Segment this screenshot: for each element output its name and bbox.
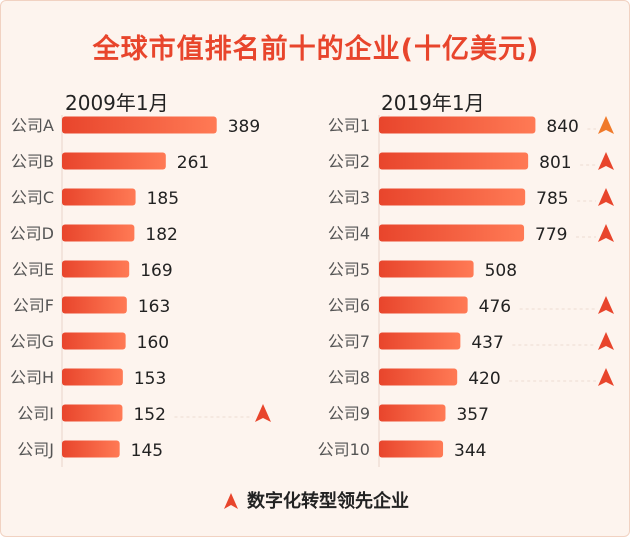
leader-marker-icon [255,404,271,422]
bar [62,404,123,422]
bar [62,116,217,134]
value-label: 785 [536,189,568,209]
bar [62,260,130,278]
legend: 数字化转型领先企业 [1,487,630,513]
value-label: 145 [131,441,163,461]
category-label: 公司2 [328,152,370,171]
leader-marker-icon [224,493,238,509]
category-label: 公司7 [328,332,370,351]
category-label: 公司6 [328,296,370,315]
category-label: 公司F [13,296,54,315]
bar [62,368,123,386]
panel-title-2009: 2009年1月 [65,91,169,115]
bar [379,260,474,278]
value-label: 420 [468,369,500,389]
category-label: 公司E [12,260,54,279]
bar [62,440,120,458]
bar [62,332,126,350]
leader-marker-icon [598,152,614,170]
bar [379,116,536,134]
leader-marker-icon [598,224,614,242]
bar [379,332,461,350]
value-label: 185 [147,189,179,209]
bar [62,224,135,242]
value-label: 801 [539,153,571,173]
bar [379,188,526,206]
legend-label: 数字化转型领先企业 [247,491,409,512]
value-label: 261 [177,153,209,173]
bar [379,152,529,170]
value-label: 779 [535,225,567,245]
bar [379,404,446,422]
panel-title-2019: 2019年1月 [381,91,485,115]
value-label: 169 [140,261,172,281]
category-label: 公司3 [328,188,370,207]
value-label: 508 [485,261,517,281]
category-label: 公司9 [328,404,370,423]
category-label: 公司G [10,332,54,351]
category-label: 公司1 [328,116,370,135]
value-label: 163 [138,297,170,317]
leader-marker-icon [598,332,614,350]
bar [62,188,136,206]
value-label: 152 [133,405,165,425]
value-label: 840 [546,117,578,137]
leader-marker-icon [598,188,614,206]
category-label: 公司B [11,152,54,171]
value-label: 357 [456,405,488,425]
category-label: 公司C [11,188,54,207]
leader-marker-icon [598,296,614,314]
bar [62,152,166,170]
category-label: 公司A [11,116,54,135]
category-label: 公司H [10,368,54,387]
category-label: 公司D [10,224,54,243]
bar [62,296,127,314]
category-label: 公司5 [328,260,370,279]
value-label: 153 [134,369,166,389]
bar [379,440,444,458]
category-label: 公司4 [328,224,370,243]
bar [379,224,525,242]
value-label: 389 [228,117,260,137]
value-label: 476 [479,297,511,317]
value-label: 160 [137,333,169,353]
category-label: 公司10 [318,440,370,459]
bar [379,368,458,386]
bar [379,296,468,314]
leader-marker-icon [598,368,614,386]
category-label: 公司8 [328,368,370,387]
category-label: 公司J [17,440,54,459]
value-label: 182 [145,225,177,245]
leader-marker-icon [598,116,614,134]
category-label: 公司I [17,404,54,423]
chart-title: 全球市值排名前十的企业(十亿美元) [92,34,540,65]
value-label: 344 [454,441,486,461]
value-label: 437 [471,333,503,353]
